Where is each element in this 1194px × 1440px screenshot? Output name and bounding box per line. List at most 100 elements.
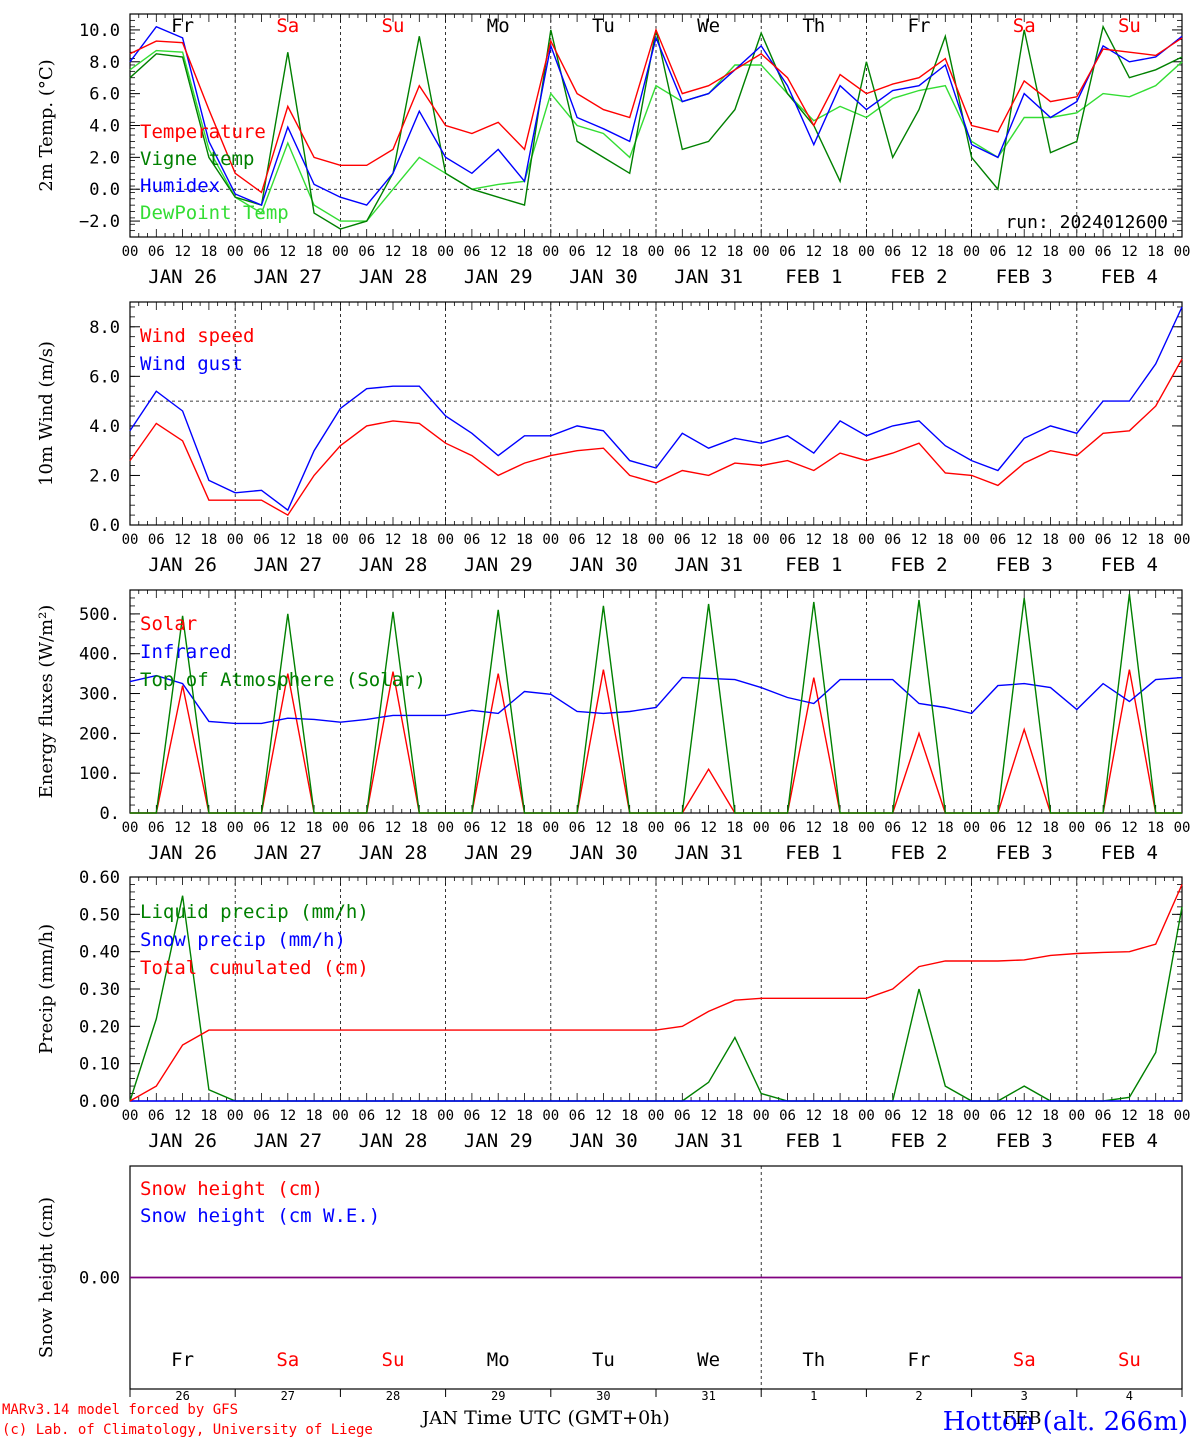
hour-tick-label: 00	[122, 1108, 139, 1124]
hour-tick-label: 18	[306, 1108, 323, 1124]
hour-tick-label: 00	[1068, 820, 1085, 836]
hour-tick-label: 06	[569, 1108, 586, 1124]
hour-tick-label: 12	[174, 1108, 191, 1124]
hour-tick-label: 18	[200, 244, 217, 260]
y-axis-label: Snow height (cm)	[36, 1197, 57, 1358]
weekday-label: Mo	[487, 1349, 510, 1371]
day-number-label: 4	[1126, 1389, 1133, 1403]
y-tick-label: 0.20	[79, 1017, 120, 1037]
series-line	[129, 358, 1183, 517]
hour-tick-label: 18	[1147, 532, 1164, 548]
hour-tick-label: 12	[911, 1108, 928, 1124]
hour-tick-label: 12	[174, 244, 191, 260]
legend-entry: Snow height (cm)	[140, 1178, 323, 1200]
hour-tick-label: 00	[227, 1108, 244, 1124]
hour-tick-label: 18	[306, 244, 323, 260]
date-label: JAN 28	[359, 842, 428, 864]
hour-tick-label: 00	[542, 244, 559, 260]
hour-tick-label: 06	[989, 1108, 1006, 1124]
hour-tick-label: 00	[542, 1108, 559, 1124]
legend-entry: Top of Atmosphere (Solar)	[140, 669, 426, 691]
weekday-label: Fr	[171, 15, 194, 37]
legend-entry: Solar	[140, 613, 197, 635]
y-tick-label: 2.0	[89, 148, 120, 168]
date-label: FEB 3	[996, 266, 1053, 288]
legend-entry: Vigne temp	[140, 148, 254, 170]
hour-tick-label: 00	[858, 532, 875, 548]
hour-tick-label: 00	[1068, 1108, 1085, 1124]
weekday-label: Sa	[276, 15, 299, 37]
day-number-label: 29	[491, 1389, 505, 1403]
y-tick-label: 0.0	[89, 180, 120, 200]
date-label: JAN 26	[148, 554, 217, 576]
hour-tick-label: 00	[858, 820, 875, 836]
hour-tick-label: 18	[937, 1108, 954, 1124]
weekday-label: Fr	[171, 1349, 194, 1371]
hour-tick-label: 18	[621, 532, 638, 548]
text-layer: −2.00.02.04.06.08.010.02m Temp. (°C) Temp…	[2, 15, 1190, 1438]
hour-tick-label: 12	[911, 820, 928, 836]
series-line	[129, 25, 1183, 207]
hour-tick-label: 18	[937, 244, 954, 260]
hour-tick-label: 12	[279, 244, 296, 260]
date-label: JAN 30	[569, 554, 638, 576]
y-tick-label: 400.	[79, 645, 120, 665]
hour-tick-label: 18	[726, 244, 743, 260]
hour-tick-label: 06	[884, 820, 901, 836]
hour-tick-label: 12	[1121, 244, 1138, 260]
date-label: FEB 1	[785, 266, 842, 288]
weekday-label: We	[697, 15, 720, 37]
hour-tick-label: 12	[385, 1108, 402, 1124]
hour-tick-label: 06	[463, 1108, 480, 1124]
y-tick-label: 4.0	[89, 117, 120, 137]
date-label: FEB 2	[890, 554, 947, 576]
hour-tick-label: 18	[726, 1108, 743, 1124]
hour-tick-label: 12	[279, 820, 296, 836]
model-credit: MARv3.14 model forced by GFS	[2, 1402, 238, 1418]
hour-tick-label: 06	[463, 244, 480, 260]
hour-tick-label: 18	[411, 532, 428, 548]
hour-tick-label: 12	[805, 532, 822, 548]
hour-tick-label: 18	[516, 1108, 533, 1124]
weekday-label: Tu	[592, 1349, 615, 1371]
hour-tick-label: 00	[1174, 244, 1191, 260]
weekday-label: Su	[1118, 15, 1141, 37]
hour-tick-label: 12	[700, 244, 717, 260]
hour-tick-label: 00	[963, 532, 980, 548]
run-annotation: run: 2024012600	[1005, 212, 1168, 233]
date-label: FEB 3	[996, 554, 1053, 576]
date-label: FEB 1	[785, 842, 842, 864]
y-tick-label: 0.30	[79, 980, 120, 1000]
hour-tick-label: 00	[648, 244, 665, 260]
hour-tick-label: 06	[1095, 532, 1112, 548]
legend-entry: Infrared	[140, 641, 232, 663]
hour-tick-label: 12	[595, 532, 612, 548]
hour-tick-label: 18	[200, 532, 217, 548]
date-label: FEB 4	[1101, 266, 1158, 288]
legend-entry: Snow height (cm W.E.)	[140, 1205, 380, 1227]
y-tick-label: 8.0	[89, 53, 120, 73]
legend-entry: Liquid precip (mm/h)	[140, 901, 369, 923]
date-label: JAN 29	[464, 554, 533, 576]
date-label: JAN 29	[464, 1130, 533, 1152]
legend-entry: Total cumulated (cm)	[140, 957, 369, 979]
y-tick-label: 0.60	[79, 868, 120, 888]
hour-tick-label: 12	[1016, 532, 1033, 548]
y-tick-label: 300.	[79, 685, 120, 705]
hour-tick-label: 00	[332, 820, 349, 836]
hour-tick-label: 12	[595, 244, 612, 260]
date-label: FEB 3	[996, 842, 1053, 864]
hour-tick-label: 06	[884, 1108, 901, 1124]
hour-tick-label: 00	[648, 532, 665, 548]
hour-tick-label: 18	[621, 1108, 638, 1124]
hour-tick-label: 00	[858, 244, 875, 260]
hour-tick-label: 06	[148, 1108, 165, 1124]
y-tick-label: 0.50	[79, 905, 120, 925]
hour-tick-label: 06	[884, 244, 901, 260]
date-label: FEB 2	[890, 842, 947, 864]
day-number-label: 30	[596, 1389, 610, 1403]
month-label: FEB	[1003, 1408, 1042, 1429]
date-label: JAN 26	[148, 842, 217, 864]
hour-tick-label: 00	[648, 820, 665, 836]
hour-tick-label: 00	[332, 244, 349, 260]
